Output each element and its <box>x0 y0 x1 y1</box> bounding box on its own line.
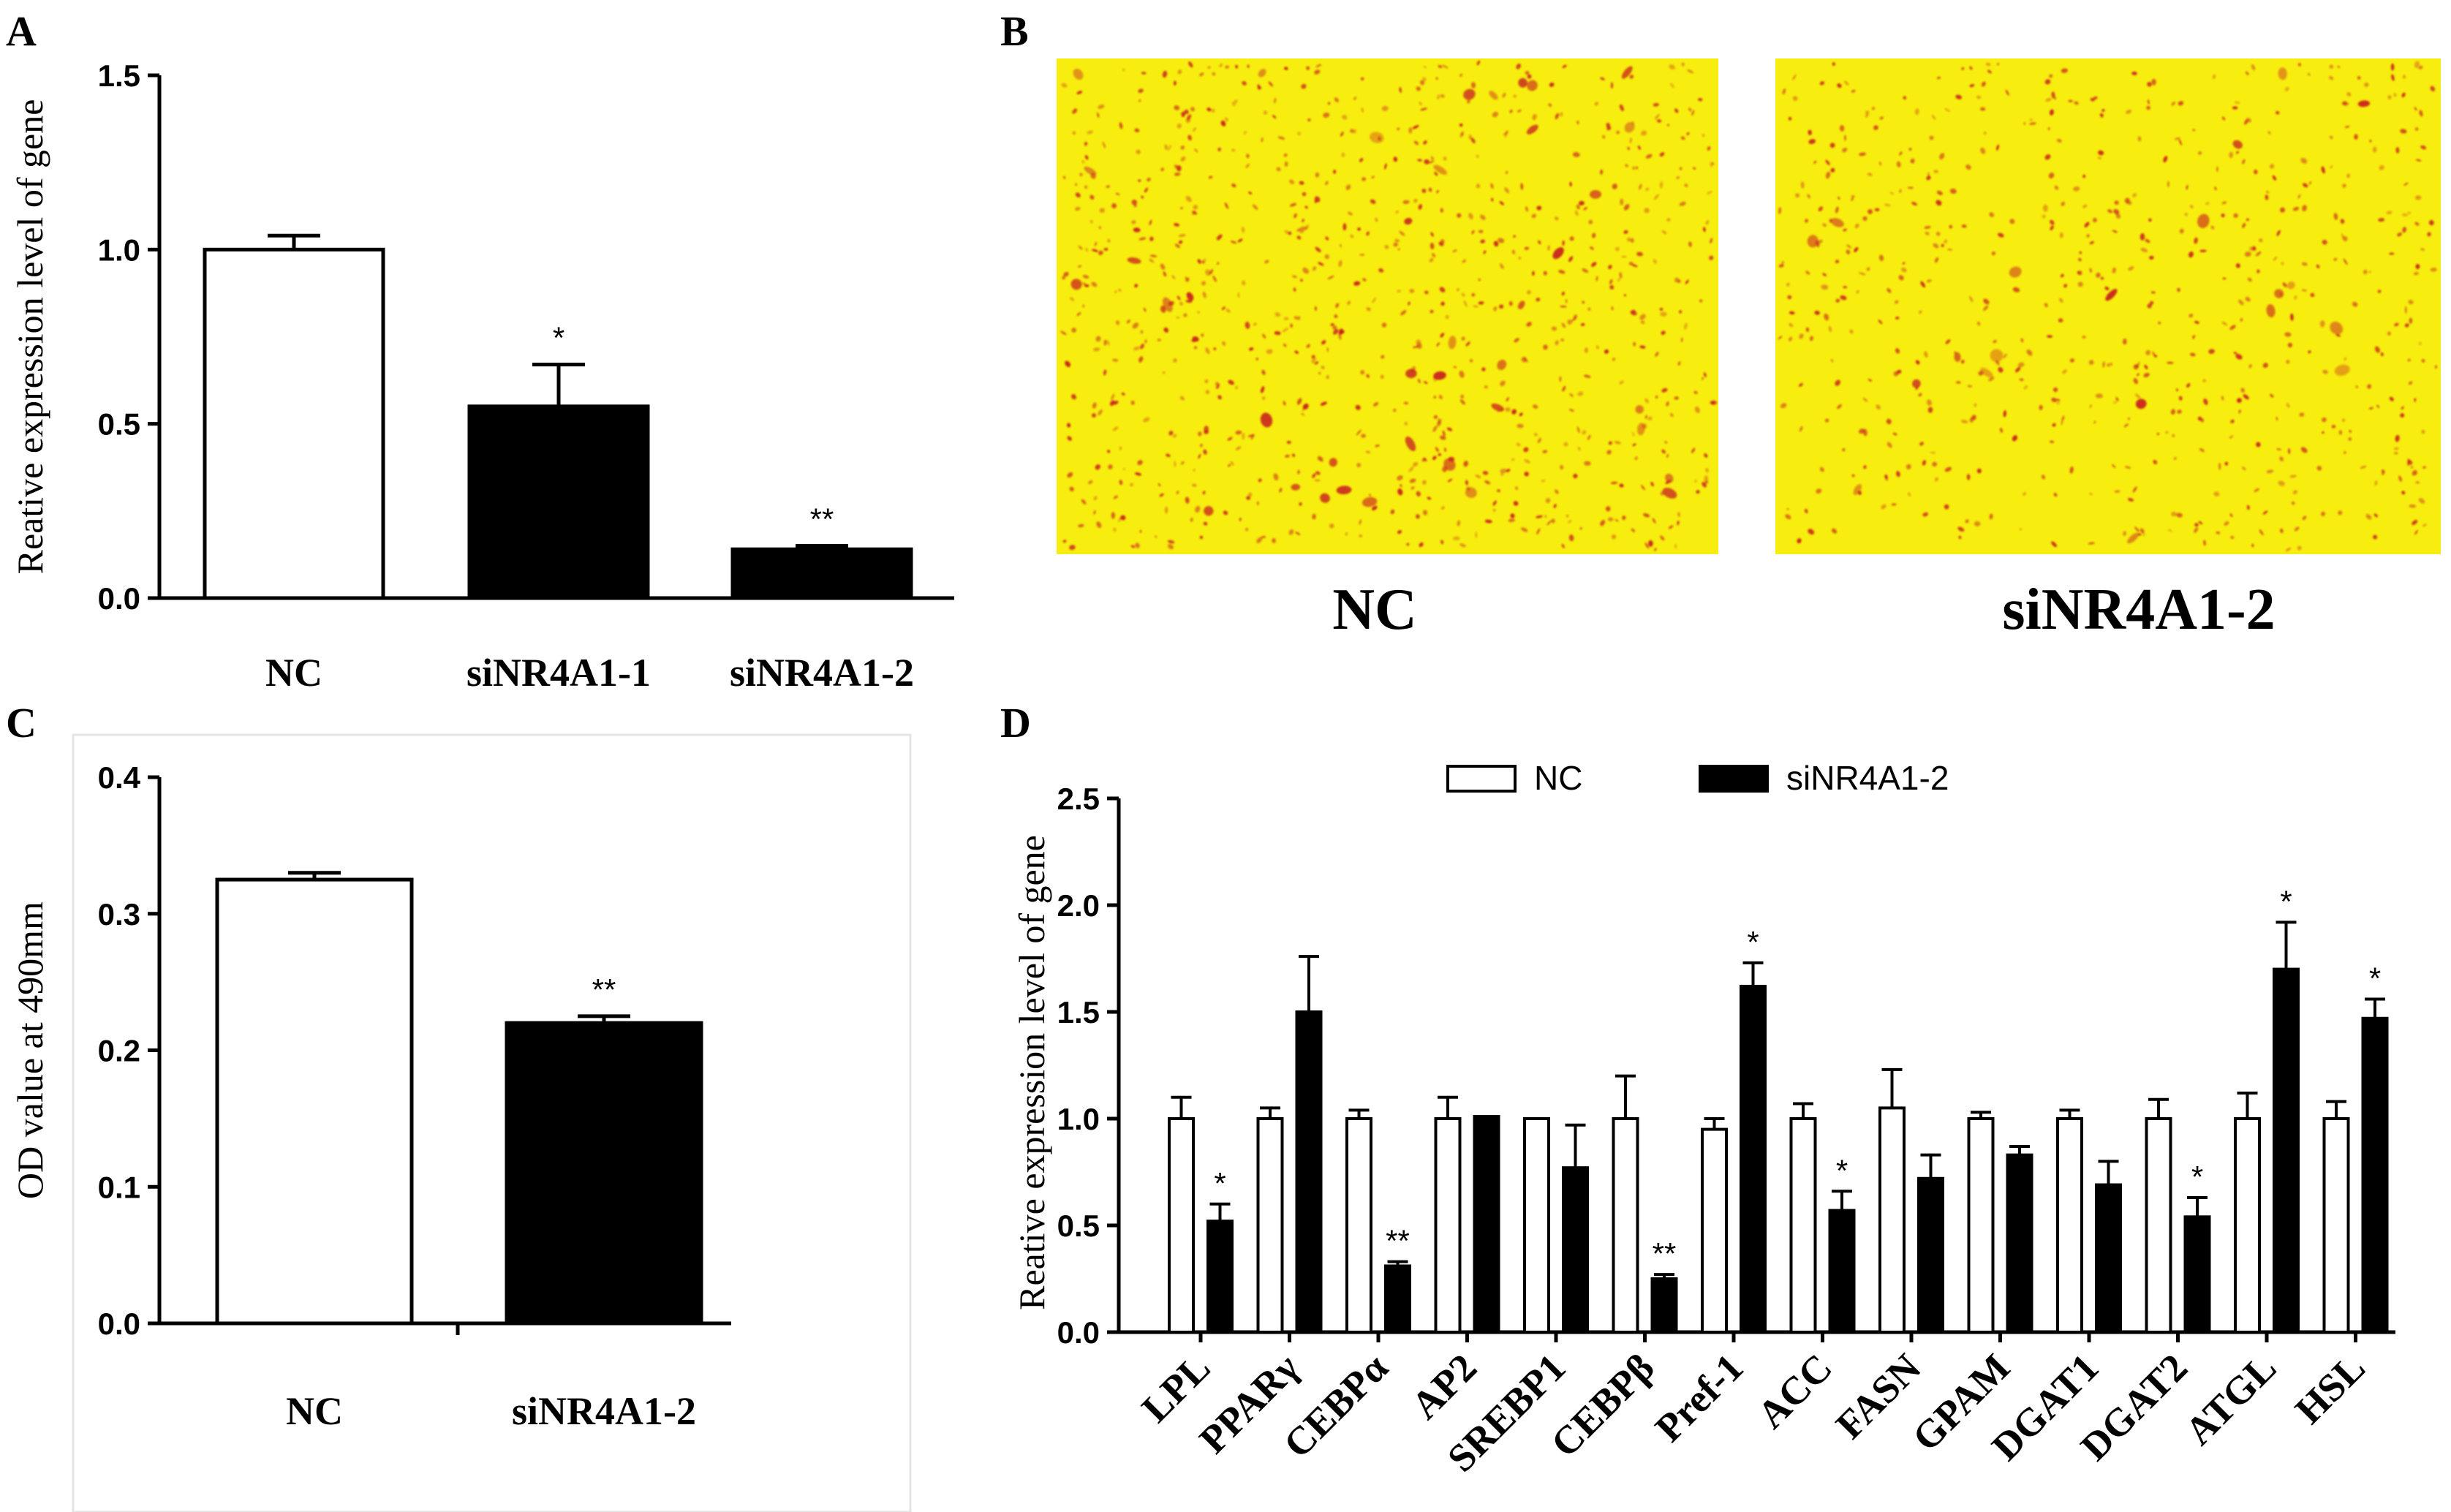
legend-label: NC <box>1534 759 1582 797</box>
panel-label-b: B <box>1000 7 1029 55</box>
bar-sinr4a1-2 <box>1384 1264 1411 1334</box>
bar-nc <box>1434 1117 1462 1334</box>
significance-mark: * <box>2280 884 2292 918</box>
bar-sinr4a1-2 <box>1917 1176 1944 1334</box>
significance-mark: * <box>2191 1160 2203 1194</box>
bar-nc <box>2322 1117 2350 1334</box>
legend-swatch <box>1446 765 1517 793</box>
y-tick-label: 0.2 <box>98 1034 140 1068</box>
significance-mark: * <box>553 321 564 355</box>
image-caption-nc: NC <box>1332 578 1417 642</box>
bar-sinr4a1-2 <box>2095 1183 2122 1334</box>
bar-sinr4a1-2 <box>2183 1215 2211 1334</box>
significance-mark: ** <box>1653 1236 1677 1271</box>
y-tick-label: 0.0 <box>1057 1315 1100 1350</box>
y-tick-label: 1.5 <box>98 58 140 93</box>
bar-nc <box>2145 1117 2172 1334</box>
bar-nc <box>1612 1117 1639 1334</box>
panel-label-c: C <box>6 699 37 746</box>
bar-nc <box>1789 1117 1817 1334</box>
y-tick-label: 0.0 <box>98 1307 140 1341</box>
bar-nc <box>1967 1117 1995 1334</box>
significance-mark: ** <box>1386 1224 1410 1258</box>
bar-sinr4a1-2 <box>505 1021 703 1326</box>
chart-panel-c: 0.0 0.1 0.2 0.3 0.4 OD value at 490mm NC ** siNR… <box>10 760 731 1433</box>
oil-red-o-stained-cells-nc <box>1057 58 1718 554</box>
bar-nc <box>215 877 414 1326</box>
panel-label-a: A <box>6 7 37 55</box>
bar-sinr4a1-2 <box>1295 1010 1323 1334</box>
y-tick-label: 0.0 <box>98 581 140 616</box>
bar-nc <box>1878 1106 1906 1334</box>
bar-nc <box>1256 1117 1284 1334</box>
significance-mark: ** <box>810 502 834 537</box>
bar-sinr4a1-2 <box>1828 1209 1856 1334</box>
y-tick-label: 0.5 <box>1057 1209 1100 1243</box>
x-tick-label: NC <box>265 651 322 695</box>
x-tick-label: siNR4A1-2 <box>512 1389 696 1433</box>
bar-nc <box>1168 1117 1195 1334</box>
y-axis-label: Reative expression level of gene <box>10 99 50 575</box>
bar-sinr4a1-2 <box>730 547 913 600</box>
x-tick-label: ATGL <box>2177 1345 2285 1454</box>
legend: NC siNR4A1-2 <box>1446 759 1949 797</box>
x-tick-label: NC <box>286 1389 343 1433</box>
y-axis-label: Reative expression level of gene <box>1011 835 1052 1310</box>
bar-nc <box>203 247 385 600</box>
x-tick-label: siNR4A1-2 <box>730 651 914 695</box>
y-tick-label: 0.4 <box>98 760 141 795</box>
y-tick-label: 0.3 <box>98 897 140 931</box>
image-caption-sinr4a1-2: siNR4A1-2 <box>2002 578 2275 642</box>
bar-sinr4a1-2 <box>2361 1016 2389 1334</box>
x-tick-label: Pref-1 <box>1647 1345 1751 1450</box>
x-tick-label: siNR4A1-1 <box>467 651 651 695</box>
bar-sinr4a1-2 <box>1740 984 1767 1334</box>
legend-swatch <box>1699 765 1769 793</box>
y-tick-label: 1.0 <box>98 233 140 267</box>
significance-mark: * <box>1747 925 1759 959</box>
significance-mark: * <box>1214 1166 1226 1201</box>
bar-sinr4a1-2 <box>1473 1115 1500 1334</box>
bar-sinr4a1-2 <box>2006 1153 2033 1334</box>
bar-sinr4a1-2 <box>1206 1220 1234 1334</box>
y-axis-label: OD value at 490mm <box>10 901 50 1199</box>
bar-sinr4a1-2 <box>1562 1166 1589 1334</box>
panel-c-frame <box>72 733 912 1512</box>
bar-nc <box>2056 1117 2083 1334</box>
significance-mark: ** <box>592 972 616 1007</box>
oil-red-o-stained-cells-sinr4a1-2 <box>1775 58 2441 554</box>
bar-sinr4a1-1 <box>467 404 650 600</box>
panel-b: NC siNR4A1-2 <box>1057 58 2441 642</box>
bar-nc <box>1523 1117 1550 1334</box>
y-tick-label: 0.5 <box>98 407 140 442</box>
y-tick-label: 1.0 <box>1057 1102 1100 1136</box>
x-tick-label: HSL <box>2286 1345 2373 1432</box>
chart-panel-a: 0.0 0.5 1.0 1.5 Reative expression level of … <box>10 58 954 695</box>
bar-sinr4a1-2 <box>1650 1277 1678 1334</box>
y-tick-label: 0.1 <box>98 1170 140 1204</box>
y-tick-label: 2.5 <box>1057 782 1100 816</box>
bar-nc <box>1345 1117 1372 1334</box>
panel-label-d: D <box>1000 699 1031 746</box>
significance-mark: * <box>1836 1153 1848 1187</box>
x-tick-label: ACC <box>1749 1345 1840 1437</box>
y-tick-label: 1.5 <box>1057 995 1100 1029</box>
y-tick-label: 2.0 <box>1057 888 1100 923</box>
legend-label: siNR4A1-2 <box>1786 759 1949 797</box>
bar-sinr4a1-2 <box>2273 967 2300 1334</box>
bar-nc <box>1701 1127 1728 1334</box>
bar-nc <box>2234 1117 2261 1334</box>
significance-mark: * <box>2369 961 2381 995</box>
